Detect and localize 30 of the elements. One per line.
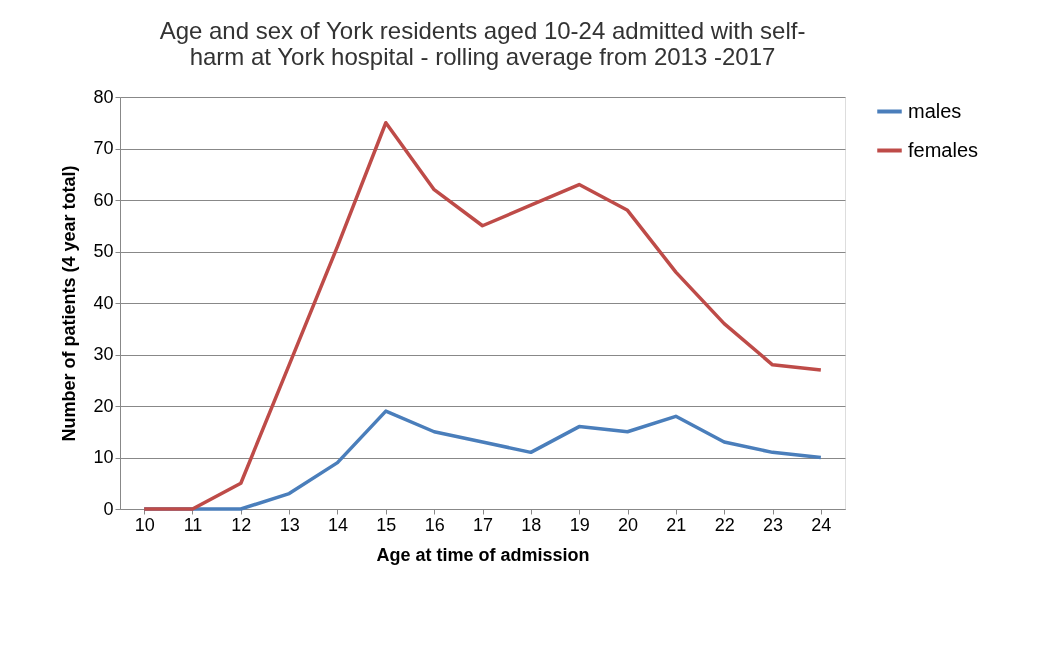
chart-title: Age and sex of York residents aged 10-24 admitted with self- harm at York hospital - rolling average from 2013 -2017 [159,17,806,70]
x-tick-label: 18 [521,514,542,535]
x-tick-label: 14 [327,514,349,535]
y-tick-label: 30 [93,344,114,364]
x-tick-label: 16 [424,514,445,535]
y-tick-label: 70 [93,138,114,158]
x-tick-label: 21 [666,514,687,535]
x-tick-label: 24 [811,514,832,535]
y-axis-title: Number of patients (4 year total) [59,165,80,442]
legend-label: females [908,138,979,161]
x-tick-label: 20 [617,514,639,535]
y-tick-label: 40 [93,292,114,313]
x-tick-label: 23 [762,514,784,535]
x-tick-label: 17 [472,514,494,535]
x-tick-label: 15 [376,514,397,535]
y-tick-label: 20 [93,395,114,416]
x-tick-label: 22 [714,514,735,535]
y-tick-label: 60 [93,189,114,210]
x-tick-label: 13 [279,514,300,535]
y-tick-label: 80 [93,86,114,107]
legend-label: males [908,99,962,122]
line-series [142,121,823,511]
y-tick-label: 0 [103,498,114,519]
x-axis-title: Age at time of admission [376,544,590,565]
y-tick-label: 50 [93,241,114,261]
y-tick-label: 10 [93,447,114,467]
x-tick-label: 19 [569,514,590,535]
x-tick-label: 10 [134,514,155,535]
x-tick-label: 11 [183,514,203,535]
x-tick-label: 12 [231,514,252,535]
